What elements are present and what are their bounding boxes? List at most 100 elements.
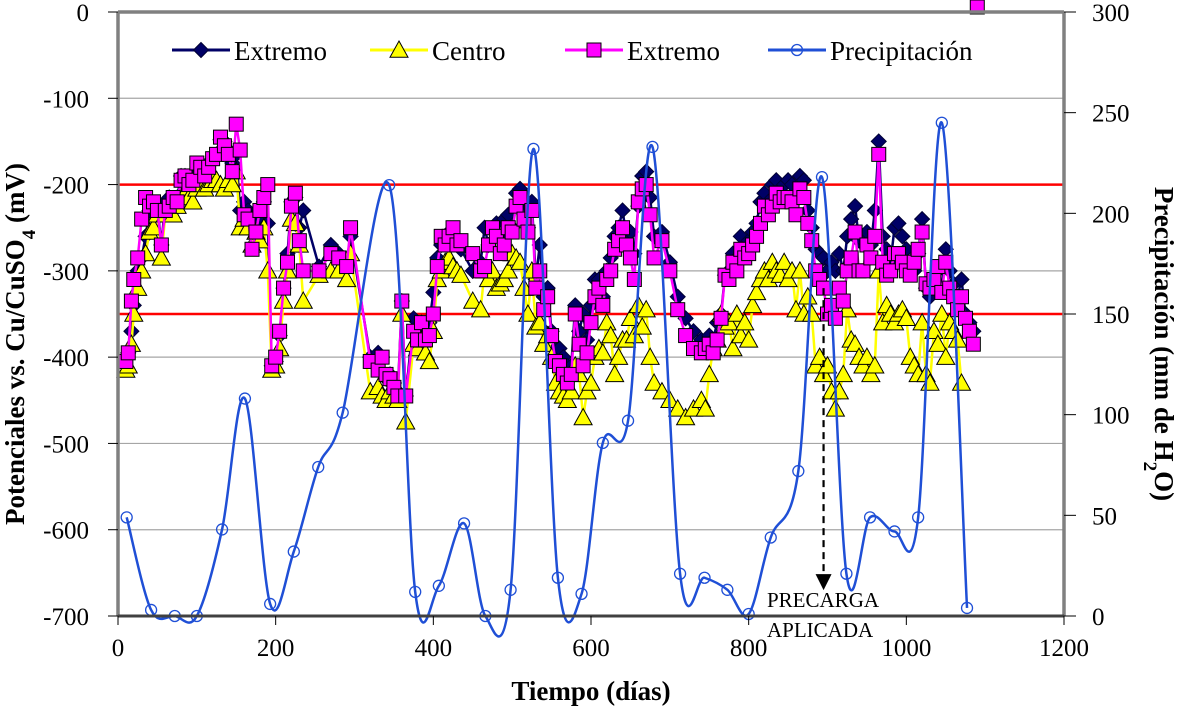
- data-point-triangle: [723, 338, 743, 357]
- data-point-square: [567, 306, 583, 322]
- data-point-triangle: [726, 303, 747, 322]
- data-point-triangle: [853, 355, 873, 374]
- data-point-triangle: [293, 291, 314, 309]
- y-right-tick-label: 100: [1092, 403, 1130, 430]
- x-tick-label: 400: [415, 635, 453, 662]
- data-point-circle: [215, 523, 229, 536]
- data-point-triangle: [451, 265, 471, 283]
- legend-item-2: Extremo: [565, 36, 720, 66]
- precarga-annotation: PRECARGA APLICADA: [767, 288, 880, 642]
- data-point-square: [126, 271, 142, 287]
- axes: 0 200 400 600 800 1000 12000-100-200-300-400-5…: [43, 0, 1129, 662]
- legend-label: Centro: [432, 36, 506, 66]
- data-point-square: [311, 263, 327, 279]
- y-right-tick-label: 0: [1092, 604, 1105, 631]
- data-point-square: [477, 259, 493, 275]
- data-point-square: [646, 250, 662, 266]
- data-point-square: [618, 237, 634, 253]
- data-point-square: [279, 254, 295, 270]
- data-point-square: [835, 293, 851, 309]
- data-point-circle: [790, 43, 804, 57]
- legend-item-3: Precipitación: [768, 36, 973, 66]
- data-point-triangle: [577, 381, 597, 400]
- data-point-square: [260, 177, 276, 193]
- data-point-square: [291, 233, 307, 249]
- legend-label: Extremo: [627, 36, 720, 66]
- data-point-triangle: [928, 334, 948, 352]
- y-right-tick-label: 150: [1092, 302, 1130, 329]
- data-point-triangle: [143, 217, 164, 236]
- data-point-circle: [698, 571, 711, 584]
- data-point-square: [615, 220, 631, 236]
- data-point-triangle: [864, 355, 885, 374]
- data-point-diamond: [531, 236, 548, 254]
- data-point-square: [256, 190, 272, 206]
- data-point-square: [343, 220, 359, 236]
- data-point-square: [595, 297, 611, 313]
- data-point-triangle: [581, 372, 601, 391]
- x-tick-label: 600: [572, 635, 610, 662]
- data-point-square: [957, 310, 973, 326]
- y-left-tick-label: -300: [43, 259, 89, 286]
- x-axis-title: Tiempo (días): [511, 676, 670, 706]
- data-point-circle: [815, 170, 829, 184]
- data-point-square: [678, 328, 694, 344]
- data-point-triangle: [183, 191, 203, 210]
- data-point-triangle: [931, 303, 952, 322]
- data-point-triangle: [683, 398, 704, 417]
- data-point-square: [276, 280, 292, 296]
- data-point-square: [512, 190, 528, 206]
- annotation-text-aplicada: APLICADA: [767, 618, 874, 642]
- data-point-square: [705, 345, 721, 361]
- data-point-square: [579, 345, 595, 361]
- data-point-triangle: [632, 316, 653, 335]
- data-point-diamond: [614, 202, 631, 219]
- y-left-tick-label: -400: [43, 345, 89, 372]
- data-point-square: [232, 142, 248, 158]
- data-point-triangle: [573, 407, 593, 426]
- data-point-diamond: [890, 215, 907, 232]
- data-point-square: [961, 323, 977, 339]
- data-point-triangle: [419, 351, 440, 370]
- data-point-triangle: [498, 260, 519, 279]
- data-point-triangle: [801, 303, 822, 322]
- annotation-arrow-head: [815, 574, 832, 591]
- data-point-square: [586, 42, 602, 58]
- x-tick-label: 200: [257, 635, 295, 662]
- data-point-square: [252, 202, 268, 218]
- y-axis-left-title: Potenciales vs. Cu/CuSO4 (mV): [0, 163, 40, 525]
- data-point-square: [796, 190, 812, 206]
- data-point-circle: [409, 585, 422, 598]
- data-point-triangle: [833, 364, 854, 383]
- data-point-triangle: [912, 312, 932, 331]
- data-point-square: [831, 280, 847, 296]
- y-axis-right-title-sub: 2: [1140, 462, 1161, 472]
- y-right-tick-label: 50: [1092, 503, 1117, 530]
- data-point-circle: [840, 567, 853, 580]
- data-point-square: [843, 250, 859, 266]
- data-point-triangle: [533, 334, 554, 352]
- data-point-square: [847, 224, 863, 240]
- data-point-square: [563, 366, 579, 382]
- data-point-circle: [551, 571, 565, 584]
- data-point-square: [339, 259, 355, 275]
- data-point-triangle: [695, 398, 716, 417]
- data-point-triangle: [608, 347, 629, 365]
- data-point-triangle: [924, 321, 944, 339]
- data-point-square: [583, 315, 599, 331]
- data-point-square: [248, 224, 264, 240]
- data-point-triangle: [675, 407, 696, 426]
- legend-label: Precipitación: [830, 36, 973, 66]
- data-point-square: [240, 211, 256, 227]
- data-point-circle: [863, 511, 877, 524]
- data-point-triangle: [636, 299, 657, 318]
- data-point-triangle: [845, 334, 865, 352]
- data-point-circle: [336, 406, 349, 419]
- data-point-square: [224, 164, 240, 180]
- data-point-triangle: [600, 325, 621, 344]
- data-point-triangle: [257, 260, 278, 279]
- data-point-triangle: [935, 347, 956, 365]
- data-point-circle: [238, 392, 252, 405]
- data-point-triangle: [667, 398, 688, 417]
- y-axis-left-title-main: Potenciales vs. Cu/CuSO: [0, 239, 30, 525]
